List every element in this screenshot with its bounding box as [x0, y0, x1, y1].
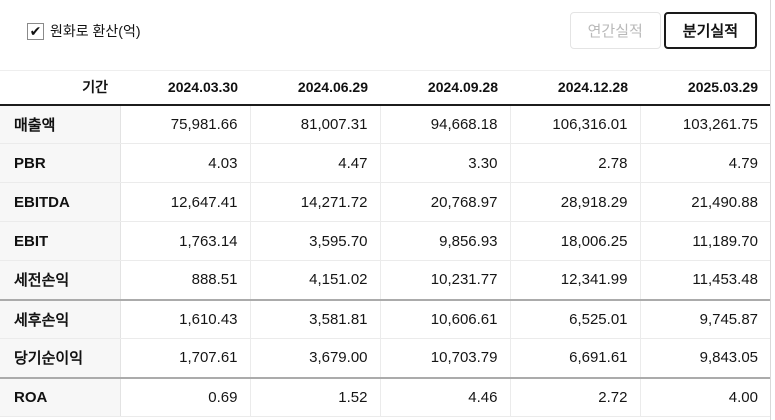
table-cell: 4.47	[249, 143, 380, 183]
table-cell: 1,610.43	[119, 298, 250, 339]
table-cell: 4.79	[639, 143, 770, 183]
table-cell: 0.69	[119, 376, 250, 417]
table-cell: 3,679.00	[249, 338, 380, 378]
table-cell: 94,668.18	[379, 104, 510, 144]
row-label: 세후손익	[0, 298, 121, 339]
table-cell: 81,007.31	[249, 104, 380, 144]
table-cell: 21,490.88	[639, 182, 770, 222]
table-cell: 14,271.72	[249, 182, 380, 222]
column-header-date: 2024.12.28	[510, 70, 640, 106]
table-cell: 1.52	[249, 376, 380, 417]
table-header-row: 기간 2024.03.30 2024.06.29 2024.09.28 2024.12…	[0, 70, 770, 106]
table-cell: 6,691.61	[509, 338, 640, 378]
column-header-date: 2024.06.29	[250, 70, 380, 106]
table-row: 당기순이익 1,707.61 3,679.00 10,703.79 6,691.61 9,…	[0, 338, 770, 378]
table-row: EBITDA 12,647.41 14,271.72 20,768.97 28,918.…	[0, 182, 770, 222]
checkbox-checked-icon[interactable]: ✔	[27, 22, 44, 40]
table-cell: 20,768.97	[379, 182, 510, 222]
table-cell: 10,606.61	[379, 298, 510, 339]
table-cell: 4.00	[639, 376, 770, 417]
table-row: 세전손익 888.51 4,151.02 10,231.77 12,341.99 11,4…	[0, 260, 770, 300]
table-cell: 888.51	[119, 260, 250, 300]
table-cell: 9,843.05	[639, 338, 770, 378]
table-cell: 3,581.81	[249, 298, 380, 339]
panel-right-border	[770, 0, 771, 420]
row-label: PBR	[0, 143, 121, 183]
row-label: ROA	[0, 376, 121, 417]
table-row: ROA 0.69 1.52 4.46 2.72 4.00	[0, 376, 770, 417]
table-cell: 1,763.14	[119, 221, 250, 261]
table-cell: 18,006.25	[509, 221, 640, 261]
table-cell: 106,316.01	[509, 104, 640, 144]
top-controls: ✔ 원화로 환산(억) 연간실적 분기실적	[0, 0, 770, 62]
table-cell: 4,151.02	[249, 260, 380, 300]
table-cell: 2.72	[509, 376, 640, 417]
period-header-cell: 기간	[0, 70, 120, 106]
table-cell: 3,595.70	[249, 221, 380, 261]
krw-convert-label: 원화로 환산(억)	[50, 23, 141, 39]
table-cell: 10,231.77	[379, 260, 510, 300]
table-cell: 28,918.29	[509, 182, 640, 222]
table-cell: 11,189.70	[639, 221, 770, 261]
table-row: 매출액 75,981.66 81,007.31 94,668.18 106,316.01…	[0, 104, 770, 144]
table-row: 세후손익 1,610.43 3,581.81 10,606.61 6,525.01 9,7…	[0, 298, 770, 339]
row-label: EBIT	[0, 221, 121, 261]
table-cell: 12,341.99	[509, 260, 640, 300]
row-label: 세전손익	[0, 260, 121, 300]
table-cell: 10,703.79	[379, 338, 510, 378]
krw-convert-checkbox[interactable]: ✔ 원화로 환산(억)	[27, 21, 141, 41]
column-header-date: 2024.03.30	[120, 70, 250, 106]
column-header-date: 2025.03.29	[640, 70, 770, 106]
annual-results-button[interactable]: 연간실적	[569, 12, 661, 49]
row-label: EBITDA	[0, 182, 121, 222]
table-row: EBIT 1,763.14 3,595.70 9,856.93 18,006.25 11,…	[0, 221, 770, 261]
quarterly-results-button[interactable]: 분기실적	[663, 12, 757, 49]
table-cell: 11,453.48	[639, 260, 770, 300]
table-cell: 2.78	[509, 143, 640, 183]
period-toggle-group: 연간실적 분기실적	[569, 12, 757, 49]
row-label: 당기순이익	[0, 338, 121, 378]
column-header-date: 2024.09.28	[380, 70, 510, 106]
table-cell: 103,261.75	[639, 104, 770, 144]
table-cell: 6,525.01	[509, 298, 640, 339]
table-cell: 75,981.66	[119, 104, 250, 144]
table-cell: 9,745.87	[639, 298, 770, 339]
table-cell: 4.46	[379, 376, 510, 417]
table-cell: 3.30	[379, 143, 510, 183]
table-row: PBR 4.03 4.47 3.30 2.78 4.79	[0, 143, 770, 183]
table-cell: 12,647.41	[119, 182, 250, 222]
row-label: 매출액	[0, 104, 121, 144]
table-cell: 9,856.93	[379, 221, 510, 261]
table-cell: 4.03	[119, 143, 250, 183]
financial-data-table: 기간 2024.03.30 2024.06.29 2024.09.28 2024.12…	[0, 70, 770, 417]
table-cell: 1,707.61	[119, 338, 250, 378]
